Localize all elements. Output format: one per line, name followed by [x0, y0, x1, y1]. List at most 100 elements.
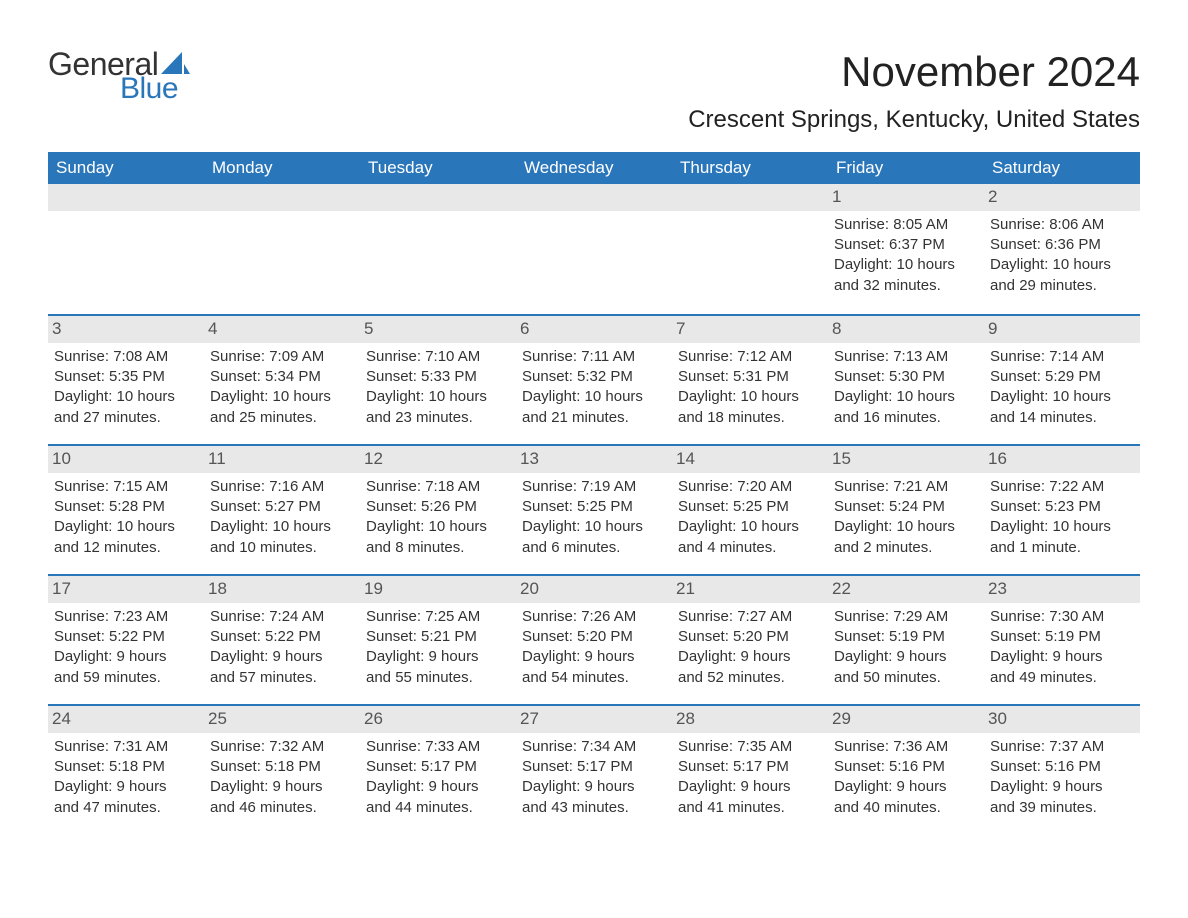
day-cell-empty — [48, 184, 204, 314]
daylight-text: and 18 minutes. — [678, 408, 822, 428]
daylight-text: and 6 minutes. — [522, 538, 666, 558]
month-title: November 2024 — [688, 48, 1140, 96]
calendar-weeks: 1Sunrise: 8:05 AMSunset: 6:37 PMDaylight… — [48, 184, 1140, 834]
sunset-text: Sunset: 5:18 PM — [54, 757, 198, 777]
weekday-header-cell: Wednesday — [516, 152, 672, 184]
sunrise-text: Sunrise: 7:11 AM — [522, 347, 666, 367]
sunrise-text: Sunrise: 7:24 AM — [210, 607, 354, 627]
calendar: SundayMondayTuesdayWednesdayThursdayFrid… — [48, 152, 1140, 834]
day-number: 2 — [984, 184, 1140, 211]
day-number: 12 — [360, 446, 516, 473]
day-number: 5 — [360, 316, 516, 343]
day-cell: 11Sunrise: 7:16 AMSunset: 5:27 PMDayligh… — [204, 446, 360, 574]
daylight-text: and 12 minutes. — [54, 538, 198, 558]
day-number: 3 — [48, 316, 204, 343]
day-number — [360, 184, 516, 211]
day-cell: 9Sunrise: 7:14 AMSunset: 5:29 PMDaylight… — [984, 316, 1140, 444]
sunrise-text: Sunrise: 7:35 AM — [678, 737, 822, 757]
day-cell: 5Sunrise: 7:10 AMSunset: 5:33 PMDaylight… — [360, 316, 516, 444]
day-cell: 1Sunrise: 8:05 AMSunset: 6:37 PMDaylight… — [828, 184, 984, 314]
day-number: 6 — [516, 316, 672, 343]
sunset-text: Sunset: 5:17 PM — [366, 757, 510, 777]
sunset-text: Sunset: 5:28 PM — [54, 497, 198, 517]
day-cell: 24Sunrise: 7:31 AMSunset: 5:18 PMDayligh… — [48, 706, 204, 834]
day-number — [48, 184, 204, 211]
brand-logo: General Blue — [48, 48, 190, 104]
weekday-header-cell: Thursday — [672, 152, 828, 184]
day-number: 16 — [984, 446, 1140, 473]
calendar-week: 1Sunrise: 8:05 AMSunset: 6:37 PMDaylight… — [48, 184, 1140, 314]
day-number: 20 — [516, 576, 672, 603]
daylight-text: and 47 minutes. — [54, 798, 198, 818]
sunset-text: Sunset: 5:20 PM — [678, 627, 822, 647]
weekday-header-cell: Tuesday — [360, 152, 516, 184]
daylight-text: Daylight: 9 hours — [834, 777, 978, 797]
sunset-text: Sunset: 5:33 PM — [366, 367, 510, 387]
daylight-text: Daylight: 9 hours — [210, 777, 354, 797]
sunrise-text: Sunrise: 7:29 AM — [834, 607, 978, 627]
calendar-week: 17Sunrise: 7:23 AMSunset: 5:22 PMDayligh… — [48, 574, 1140, 704]
daylight-text: and 57 minutes. — [210, 668, 354, 688]
page-header: General Blue November 2024 Crescent Spri… — [48, 48, 1140, 134]
day-cell: 10Sunrise: 7:15 AMSunset: 5:28 PMDayligh… — [48, 446, 204, 574]
daylight-text: and 2 minutes. — [834, 538, 978, 558]
daylight-text: Daylight: 9 hours — [522, 777, 666, 797]
day-number: 9 — [984, 316, 1140, 343]
daylight-text: and 40 minutes. — [834, 798, 978, 818]
day-cell: 14Sunrise: 7:20 AMSunset: 5:25 PMDayligh… — [672, 446, 828, 574]
sunset-text: Sunset: 5:35 PM — [54, 367, 198, 387]
daylight-text: and 46 minutes. — [210, 798, 354, 818]
daylight-text: and 27 minutes. — [54, 408, 198, 428]
daylight-text: and 21 minutes. — [522, 408, 666, 428]
daylight-text: Daylight: 10 hours — [678, 387, 822, 407]
day-cell: 4Sunrise: 7:09 AMSunset: 5:34 PMDaylight… — [204, 316, 360, 444]
sunset-text: Sunset: 5:16 PM — [834, 757, 978, 777]
daylight-text: Daylight: 10 hours — [210, 517, 354, 537]
sunrise-text: Sunrise: 7:13 AM — [834, 347, 978, 367]
sunrise-text: Sunrise: 8:06 AM — [990, 215, 1134, 235]
daylight-text: Daylight: 9 hours — [210, 647, 354, 667]
day-cell: 17Sunrise: 7:23 AMSunset: 5:22 PMDayligh… — [48, 576, 204, 704]
sunset-text: Sunset: 6:37 PM — [834, 235, 978, 255]
day-number: 29 — [828, 706, 984, 733]
sunset-text: Sunset: 5:24 PM — [834, 497, 978, 517]
day-number: 25 — [204, 706, 360, 733]
daylight-text: and 32 minutes. — [834, 276, 978, 296]
sunrise-text: Sunrise: 7:30 AM — [990, 607, 1134, 627]
weekday-header-cell: Monday — [204, 152, 360, 184]
sunrise-text: Sunrise: 7:22 AM — [990, 477, 1134, 497]
sunset-text: Sunset: 5:34 PM — [210, 367, 354, 387]
day-number: 23 — [984, 576, 1140, 603]
daylight-text: Daylight: 10 hours — [834, 387, 978, 407]
day-cell: 20Sunrise: 7:26 AMSunset: 5:20 PMDayligh… — [516, 576, 672, 704]
sunset-text: Sunset: 6:36 PM — [990, 235, 1134, 255]
sunrise-text: Sunrise: 7:19 AM — [522, 477, 666, 497]
day-cell: 29Sunrise: 7:36 AMSunset: 5:16 PMDayligh… — [828, 706, 984, 834]
daylight-text: Daylight: 9 hours — [990, 647, 1134, 667]
daylight-text: Daylight: 9 hours — [366, 777, 510, 797]
daylight-text: and 44 minutes. — [366, 798, 510, 818]
day-number: 22 — [828, 576, 984, 603]
daylight-text: and 25 minutes. — [210, 408, 354, 428]
daylight-text: and 43 minutes. — [522, 798, 666, 818]
sunrise-text: Sunrise: 7:25 AM — [366, 607, 510, 627]
sunset-text: Sunset: 5:18 PM — [210, 757, 354, 777]
daylight-text: Daylight: 10 hours — [990, 255, 1134, 275]
day-number — [516, 184, 672, 211]
daylight-text: and 50 minutes. — [834, 668, 978, 688]
sunrise-text: Sunrise: 7:21 AM — [834, 477, 978, 497]
sunset-text: Sunset: 5:27 PM — [210, 497, 354, 517]
weekday-header-cell: Saturday — [984, 152, 1140, 184]
sunrise-text: Sunrise: 7:12 AM — [678, 347, 822, 367]
day-number — [204, 184, 360, 211]
daylight-text: and 59 minutes. — [54, 668, 198, 688]
daylight-text: Daylight: 10 hours — [990, 387, 1134, 407]
daylight-text: and 41 minutes. — [678, 798, 822, 818]
day-number — [672, 184, 828, 211]
sunrise-text: Sunrise: 7:16 AM — [210, 477, 354, 497]
day-cell: 8Sunrise: 7:13 AMSunset: 5:30 PMDaylight… — [828, 316, 984, 444]
daylight-text: Daylight: 9 hours — [990, 777, 1134, 797]
sunrise-text: Sunrise: 7:09 AM — [210, 347, 354, 367]
sunrise-text: Sunrise: 7:37 AM — [990, 737, 1134, 757]
sunset-text: Sunset: 5:32 PM — [522, 367, 666, 387]
